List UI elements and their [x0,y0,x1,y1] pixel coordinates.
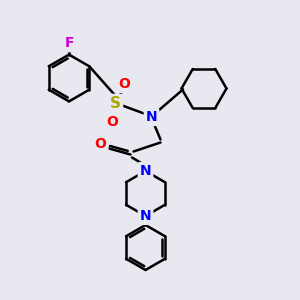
Text: F: F [64,36,74,50]
Text: N: N [140,209,151,223]
Text: O: O [94,137,106,151]
Text: O: O [118,77,130,91]
Text: N: N [146,110,157,124]
Text: S: S [110,96,121,111]
Text: O: O [106,115,119,129]
Text: N: N [140,164,151,178]
